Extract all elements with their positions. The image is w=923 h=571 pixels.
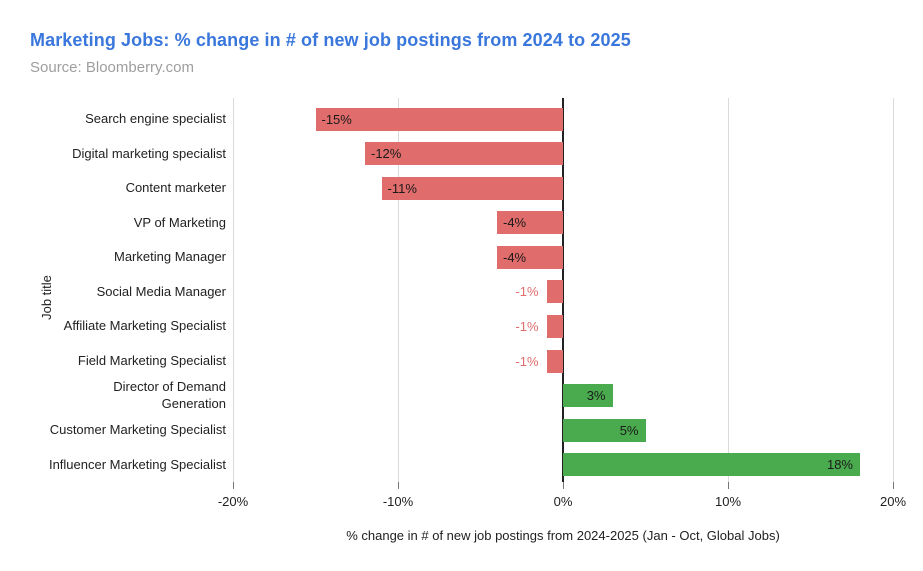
category-label: Social Media Manager: [96, 283, 226, 299]
x-axis-ticks: -20% -10% 0% 10% 20%: [218, 482, 906, 522]
plot-area: -15% -12% -11% -4% -4% -1% -1% -1% 3% 5% 18%: [233, 98, 894, 482]
tick-label: -10%: [382, 494, 414, 509]
bar-value-label: -1%: [515, 353, 539, 369]
tick-label: 20%: [879, 494, 907, 509]
category-label: VP of Marketing: [133, 214, 226, 230]
bar-row: 5%: [233, 413, 893, 448]
bar: -4%: [497, 211, 563, 235]
category-label: Affiliate Marketing Specialist: [63, 318, 226, 334]
bar-value-label: -1%: [515, 319, 539, 335]
gridline: [728, 98, 729, 482]
bar-value-label: -1%: [515, 284, 539, 300]
category-label: Influencer Marketing Specialist: [48, 456, 226, 472]
bar-row: -11%: [233, 171, 893, 206]
gridline: [398, 98, 399, 482]
category-label: Marketing Manager: [114, 249, 226, 265]
zero-gridline: [562, 98, 564, 482]
bar-row: -4%: [233, 240, 893, 275]
x-axis-title: % change in # of new job postings from 2…: [346, 528, 780, 543]
bar-value-label: -15%: [321, 111, 352, 127]
bar-value-label: 18%: [826, 457, 853, 473]
category-label: Content marketer: [125, 180, 226, 196]
bar-value-label: -4%: [503, 215, 527, 231]
gridline: [893, 98, 894, 482]
bar: 18%: [563, 453, 860, 477]
bar-value-label: -12%: [371, 146, 402, 162]
bar-value-label: -4%: [503, 249, 527, 265]
tick-mark: [398, 482, 399, 489]
category-label: Customer Marketing Specialist: [49, 422, 226, 438]
bar-row: -12%: [233, 137, 893, 172]
bar-value-label: 5%: [619, 422, 639, 438]
gridline: [233, 98, 234, 482]
bar-row: 18%: [233, 447, 893, 482]
tick-mark: [728, 482, 729, 489]
category-label: Digital marketing specialist: [72, 145, 226, 161]
bar: [546, 280, 563, 304]
bar: -12%: [365, 142, 563, 166]
category-axis: Search engine specialist Digital marketin…: [0, 102, 226, 482]
bar: -11%: [381, 176, 563, 200]
bar: [546, 315, 563, 339]
category-label: Search engine specialist: [85, 111, 226, 127]
bar-row: -1%: [233, 275, 893, 310]
bar: 3%: [563, 384, 613, 408]
bar-row: -15%: [233, 102, 893, 137]
bar-value-label: 3%: [586, 388, 606, 404]
bar-rows: -15% -12% -11% -4% -4% -1% -1% -1% 3% 5% 18%: [233, 102, 893, 482]
tick-label: 0%: [553, 494, 573, 509]
tick-mark: [563, 482, 564, 489]
category-label: Field Marketing Specialist: [77, 352, 226, 368]
bar-value-label: -11%: [387, 180, 417, 196]
bar: -15%: [315, 107, 563, 131]
tick-label: 10%: [714, 494, 742, 509]
bar: 5%: [563, 418, 646, 442]
bar: [546, 349, 563, 373]
tick-mark: [893, 482, 894, 489]
bar-row: -4%: [233, 206, 893, 241]
chart-title: Marketing Jobs: % change in # of new job…: [30, 30, 631, 50]
bar-row: 3%: [233, 378, 893, 413]
chart-subtitle: Source: Bloomberry.com: [30, 59, 194, 76]
tick-mark: [233, 482, 234, 489]
bar-row: -1%: [233, 344, 893, 379]
bar-row: -1%: [233, 309, 893, 344]
tick-label: -20%: [217, 494, 249, 509]
category-label: Director of Demand Generation: [113, 379, 226, 411]
bar: -4%: [497, 245, 563, 269]
